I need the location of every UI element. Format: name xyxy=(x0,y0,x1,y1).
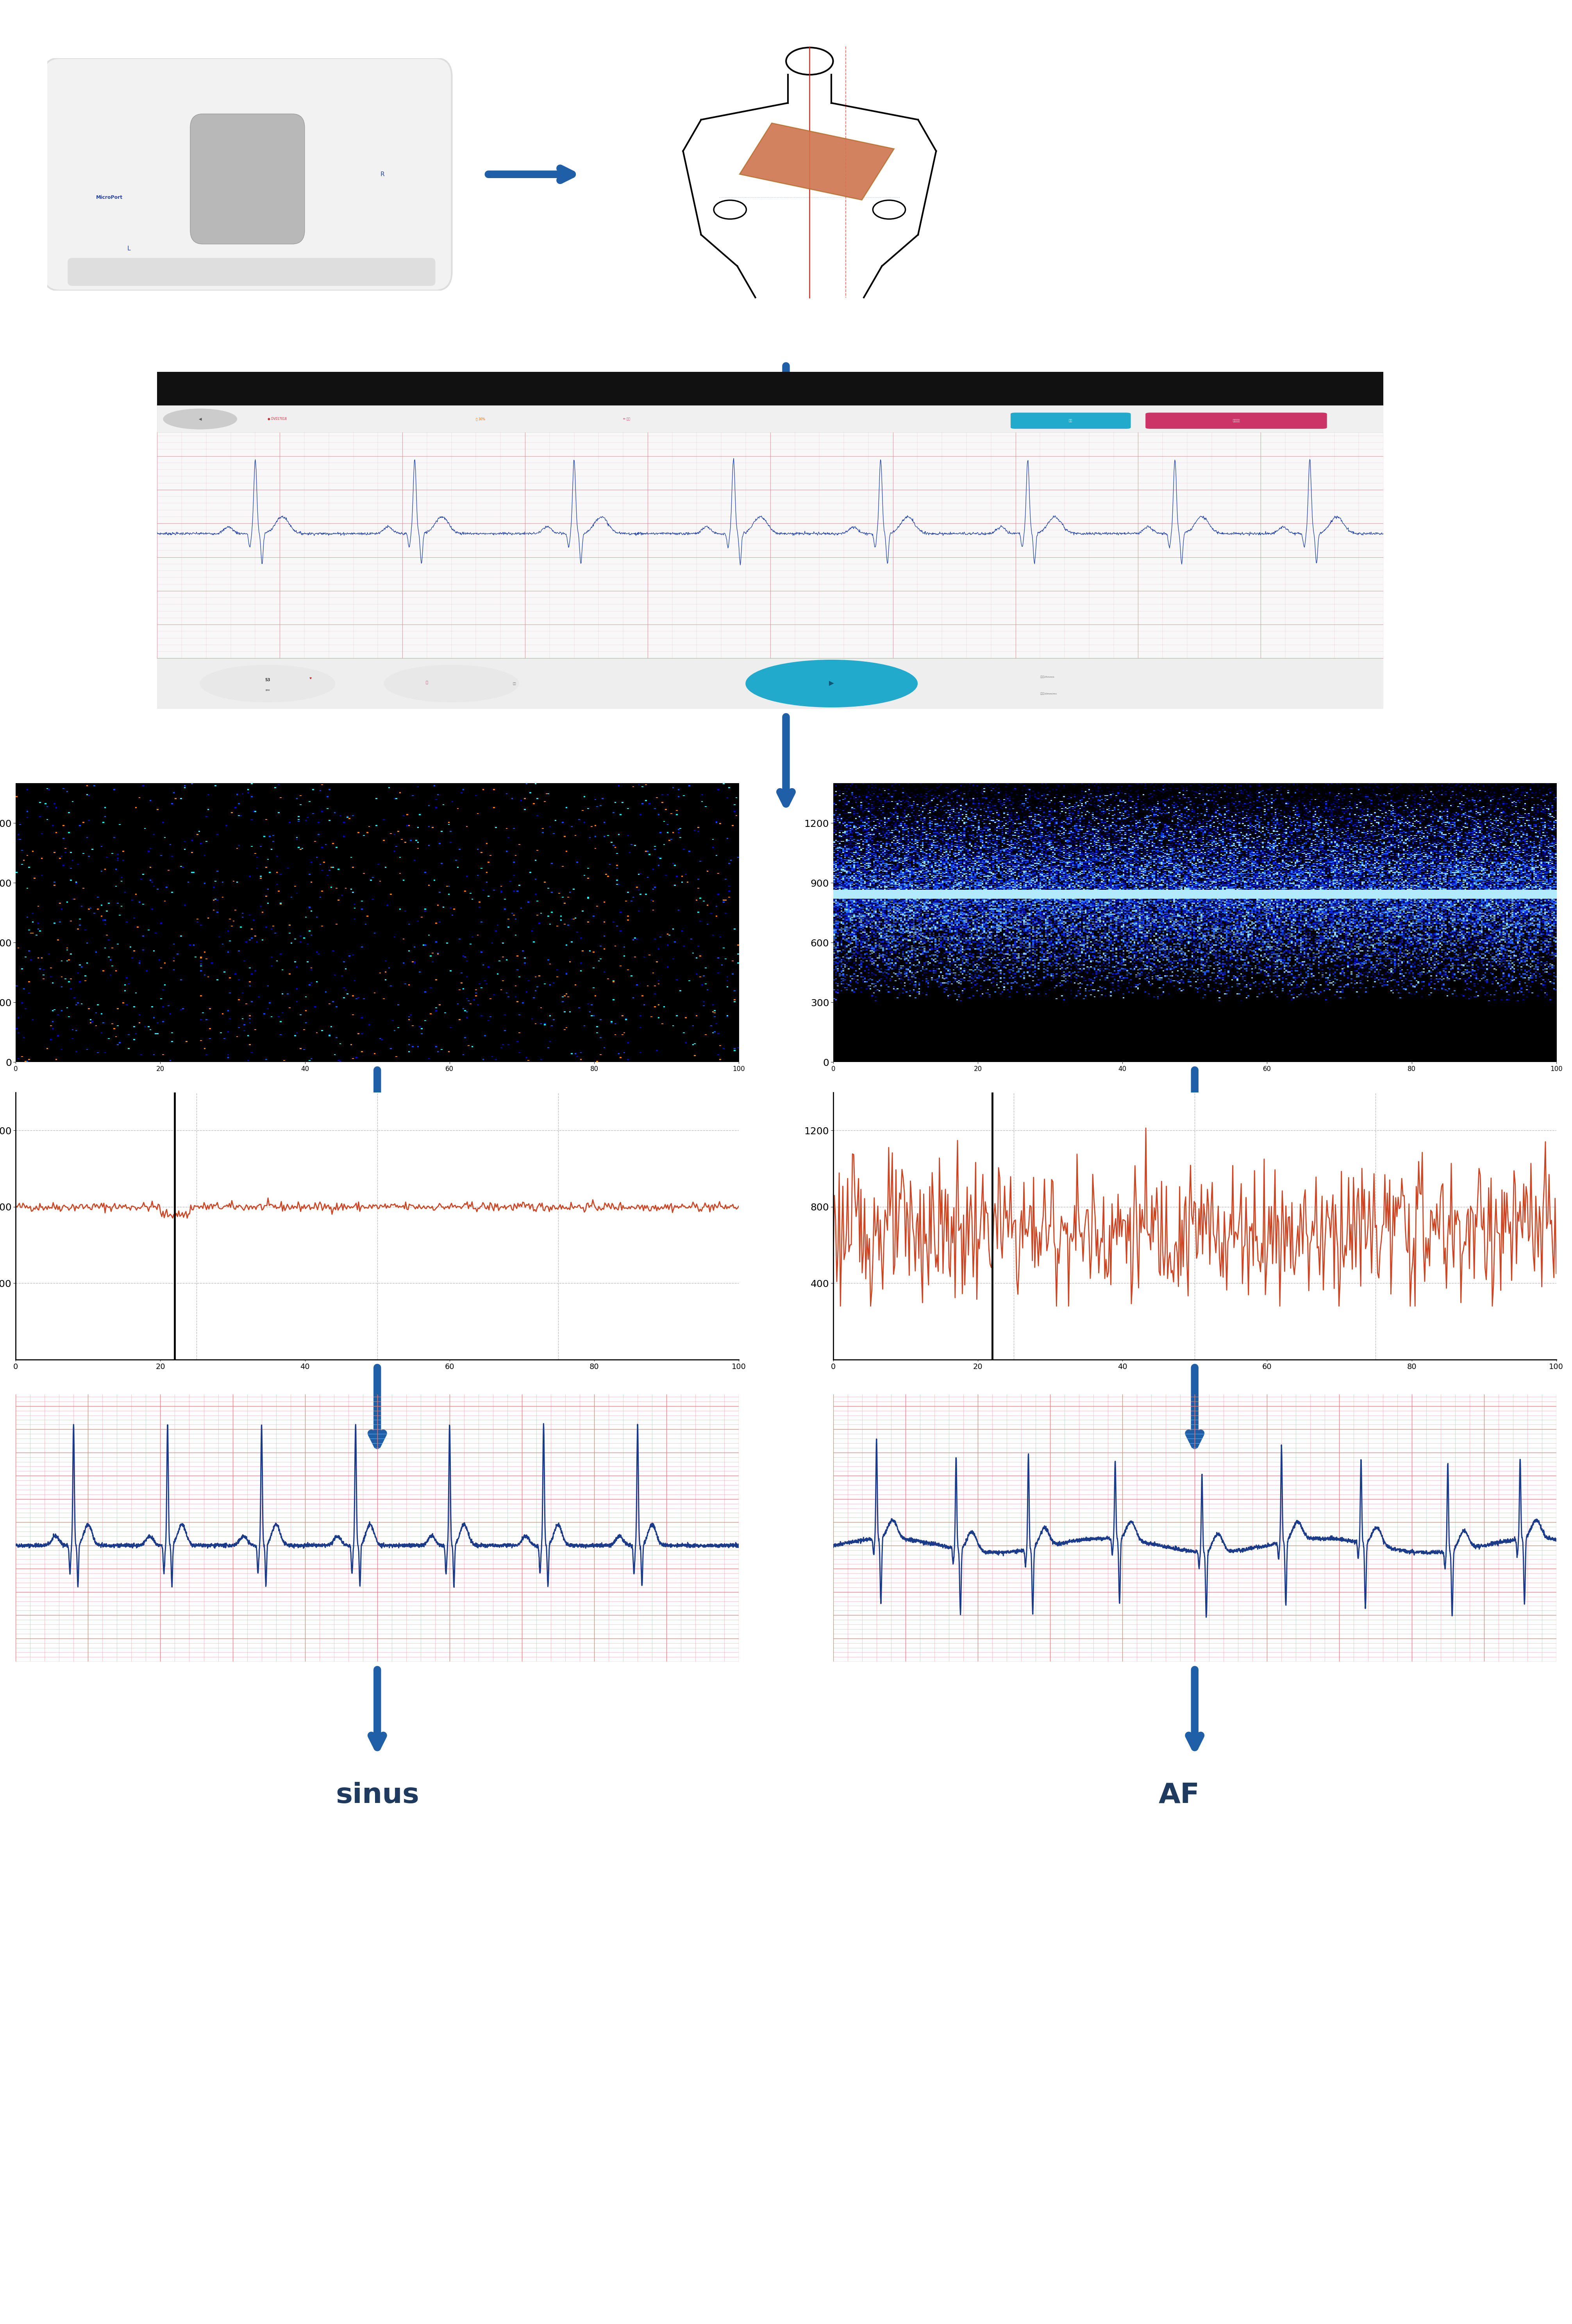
Bar xyxy=(157,404,1383,658)
Text: R: R xyxy=(380,172,385,177)
FancyBboxPatch shape xyxy=(68,258,435,286)
Text: 🔒 30%: 🔒 30% xyxy=(476,418,486,421)
Circle shape xyxy=(745,660,918,706)
Bar xyxy=(157,372,1383,404)
Text: ● DV017018: ● DV017018 xyxy=(267,418,286,421)
Bar xyxy=(157,658,1383,709)
Text: sinus: sinus xyxy=(335,1783,420,1808)
Circle shape xyxy=(384,665,519,702)
Text: 🚶: 🚶 xyxy=(426,681,428,683)
Text: L: L xyxy=(127,246,130,251)
Circle shape xyxy=(163,409,237,430)
Text: ✏ 连接: ✏ 连接 xyxy=(623,418,630,421)
Text: ▶: ▶ xyxy=(828,681,835,688)
Text: ◀: ◀ xyxy=(198,416,201,421)
Text: 53: 53 xyxy=(266,679,270,683)
Polygon shape xyxy=(739,123,894,200)
FancyBboxPatch shape xyxy=(190,114,305,244)
FancyBboxPatch shape xyxy=(42,58,451,290)
Text: 冻结: 冻结 xyxy=(1069,418,1072,423)
Bar xyxy=(157,404,1383,432)
Circle shape xyxy=(200,665,335,702)
Text: 静态: 静态 xyxy=(512,683,516,686)
Text: ♥: ♥ xyxy=(310,676,311,679)
FancyBboxPatch shape xyxy=(1011,414,1130,430)
Polygon shape xyxy=(739,123,894,200)
FancyBboxPatch shape xyxy=(1146,414,1327,430)
Text: MicroPort: MicroPort xyxy=(96,195,123,200)
Text: AF: AF xyxy=(1159,1783,1199,1808)
Text: 快速记录: 快速记录 xyxy=(1232,418,1240,423)
